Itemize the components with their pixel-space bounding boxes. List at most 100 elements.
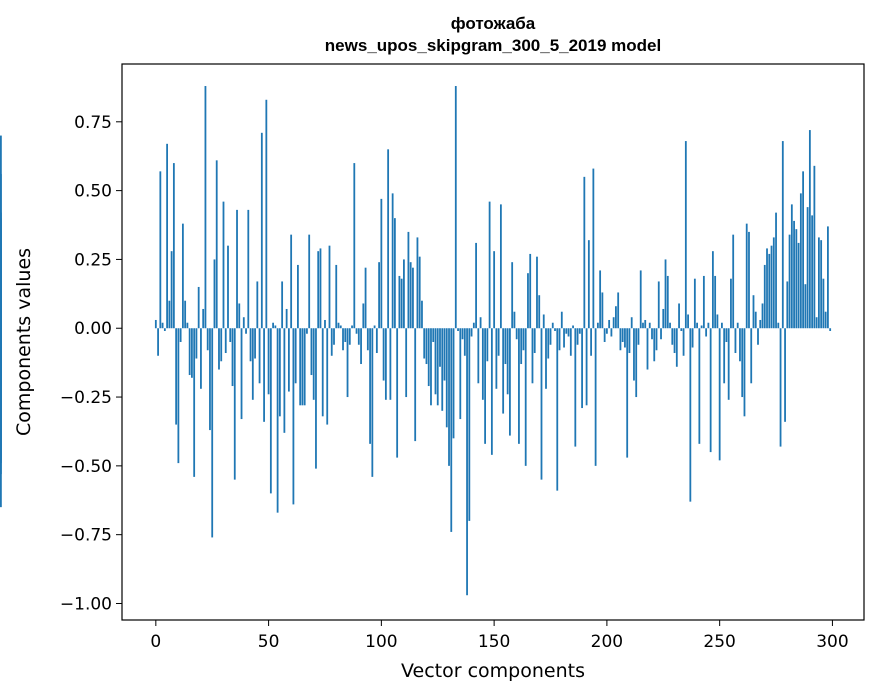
bar (357, 328, 360, 345)
bar (565, 328, 568, 334)
bar (391, 193, 394, 329)
bar (175, 328, 178, 425)
bar (490, 328, 493, 455)
bar (276, 328, 279, 513)
bar (675, 328, 678, 367)
bar (267, 328, 270, 395)
bar (220, 328, 223, 362)
bar (0, 328, 2, 348)
bar (179, 328, 182, 342)
bar (389, 328, 392, 400)
bar (342, 328, 344, 351)
bar (364, 267, 367, 329)
x-tick-label: 150 (478, 632, 510, 652)
bar (186, 322, 189, 329)
bar (339, 325, 342, 329)
bar (254, 328, 256, 359)
bar (362, 303, 365, 329)
bar (335, 264, 338, 329)
bar (730, 278, 732, 329)
bar (772, 237, 775, 329)
bar (454, 86, 457, 329)
bar (184, 300, 187, 329)
bar (827, 226, 829, 329)
bar (612, 317, 615, 329)
bar (605, 328, 608, 334)
bar (157, 328, 159, 356)
bar (317, 251, 320, 329)
bar (603, 328, 606, 342)
bar (488, 201, 491, 329)
bar (554, 328, 556, 331)
bar (678, 303, 680, 329)
bar (610, 328, 613, 337)
bar (621, 328, 624, 342)
bar (540, 328, 543, 480)
bar (648, 322, 651, 329)
bar (468, 328, 471, 521)
bar (204, 86, 207, 329)
bar (673, 328, 676, 354)
bar (432, 328, 435, 342)
bar (646, 328, 649, 370)
bar (238, 303, 241, 329)
bar (509, 328, 511, 436)
bar (626, 328, 629, 458)
bar (569, 328, 572, 356)
bar (693, 278, 696, 329)
bar (177, 328, 180, 464)
bar (459, 328, 462, 420)
bar (292, 328, 295, 505)
y-axis-ticks: −1.00 −0.75 −0.50 −0.25 0.00 0.25 0.50 0.75 (60, 113, 122, 614)
bar (781, 141, 784, 329)
bar (236, 209, 238, 329)
bar (601, 292, 604, 329)
bar (398, 275, 401, 329)
bar (572, 325, 574, 329)
bar (375, 328, 378, 354)
bar (337, 322, 340, 329)
bar (502, 328, 505, 414)
bar (319, 248, 322, 329)
bar (227, 245, 229, 329)
bar (711, 251, 714, 329)
bar (682, 328, 685, 356)
bar (251, 328, 254, 400)
bar (353, 163, 356, 329)
y-axis-label: Components values (13, 248, 35, 436)
bar (321, 328, 324, 417)
bar (655, 328, 658, 351)
bar (770, 245, 773, 329)
bar (608, 319, 611, 329)
bar (439, 328, 441, 367)
bar (407, 231, 410, 329)
bar (287, 328, 290, 392)
bar (461, 328, 464, 340)
bar (452, 328, 455, 439)
bar (258, 328, 261, 384)
bar (766, 248, 768, 329)
bar (499, 204, 502, 329)
bar (576, 328, 579, 345)
bar (653, 328, 656, 362)
bar (348, 328, 351, 345)
bar (283, 328, 286, 433)
bar (811, 215, 814, 329)
bar (211, 328, 214, 538)
bar (727, 328, 730, 400)
bar (527, 273, 529, 329)
x-axis-label: Vector components (401, 660, 585, 682)
bar (443, 328, 446, 381)
bar (820, 240, 823, 329)
bar (472, 322, 475, 329)
bar (533, 328, 536, 354)
bar (691, 328, 694, 348)
bar (504, 328, 507, 365)
bar (242, 317, 245, 329)
bar (684, 141, 687, 329)
bar (396, 328, 399, 458)
bar (599, 270, 602, 329)
bar (779, 328, 782, 447)
bar (306, 328, 308, 334)
bar (804, 284, 807, 329)
